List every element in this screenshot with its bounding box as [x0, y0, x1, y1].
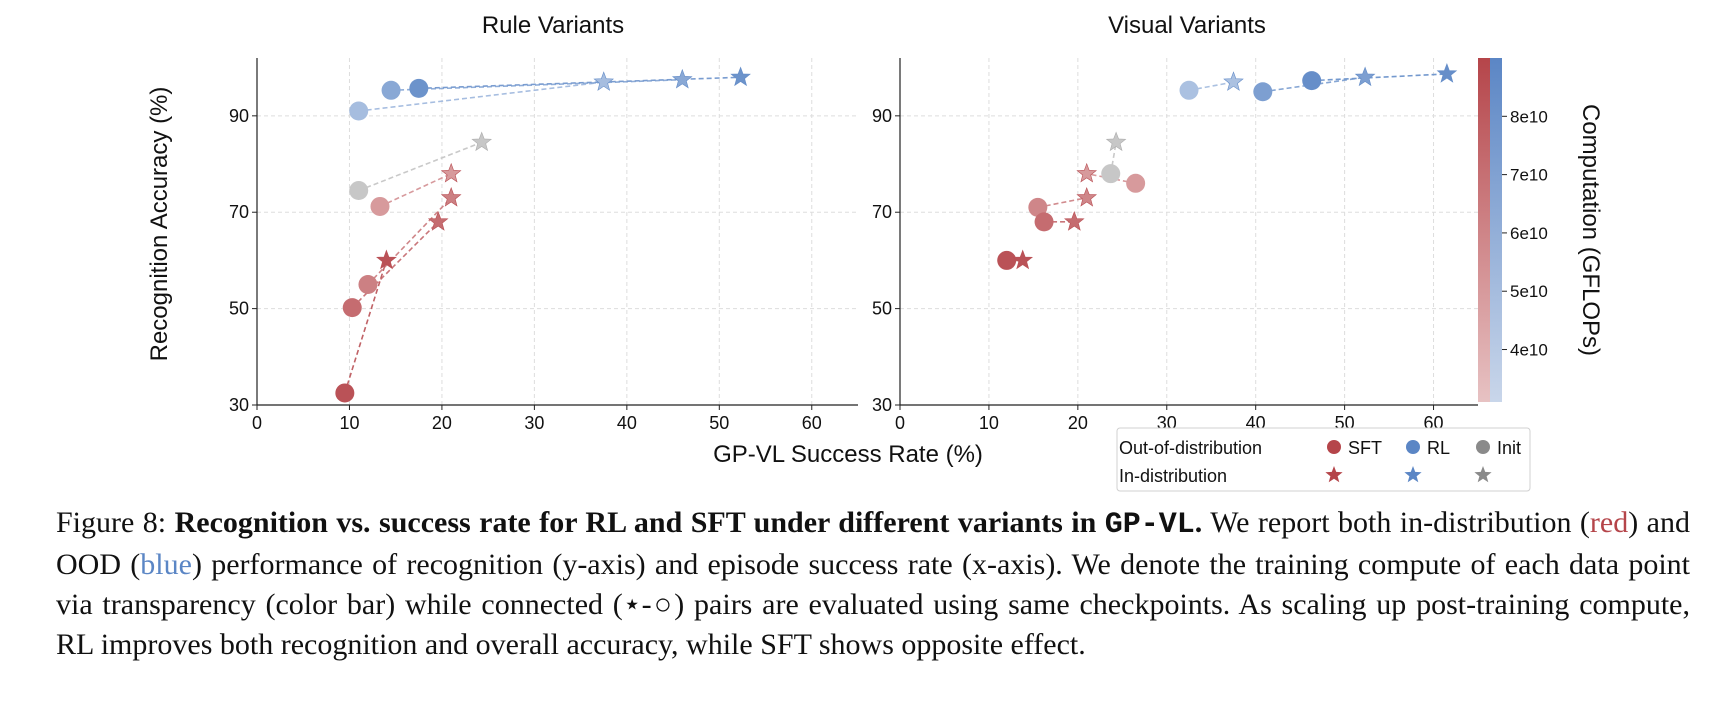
x-tick-label: 50	[709, 413, 729, 433]
sft-id-star	[440, 162, 462, 183]
y-tick-label: 90	[872, 106, 892, 126]
sft-ood-point	[1028, 197, 1048, 217]
panel-title: Visual Variants	[1108, 12, 1266, 39]
caption-text: We report both in-distribution (	[1210, 506, 1590, 539]
rl-ood-point	[409, 78, 429, 98]
pair-connector	[358, 141, 482, 192]
sft-ood-point	[358, 275, 378, 295]
legend-ood-label: Out-of-distribution	[1119, 438, 1262, 458]
x-tick-label: 30	[524, 413, 544, 433]
sft-ood-point	[1034, 212, 1054, 232]
init-ood-point	[349, 181, 369, 201]
legend-id-label: In-distribution	[1119, 466, 1227, 486]
colorbar-tick-label: 4e10	[1510, 341, 1548, 360]
colorbar-tick-label: 7e10	[1510, 166, 1548, 185]
pair-connector	[1311, 73, 1447, 82]
sft-ood-point	[342, 298, 362, 318]
blue-word: blue	[140, 548, 192, 581]
y-axis-label: Recognition Accuracy (%)	[146, 87, 173, 362]
sft-id-star	[1076, 162, 1098, 183]
sft-id-star	[1012, 249, 1034, 270]
legend-init-label: Init	[1497, 438, 1521, 458]
rl-id-star	[593, 71, 615, 91]
init-id-star	[471, 131, 493, 152]
caption-label: Figure 8:	[56, 506, 167, 539]
figure: Rule Variants 0 10 20 30 40 50 60 30 50 70 90 Visu…	[146, 12, 1604, 492]
y-tick-label: 90	[229, 106, 249, 126]
x-tick-label: 60	[802, 413, 822, 433]
sft-ood-point	[370, 196, 390, 216]
sft-ood-point	[997, 250, 1017, 270]
x-tick-label: 0	[252, 413, 262, 433]
caption-bold: Recognition vs. success rate for RL and …	[174, 506, 1203, 542]
rl-id-star	[1354, 66, 1376, 87]
pair-connector	[391, 78, 683, 92]
pair-connector	[367, 197, 452, 286]
pair-connector	[344, 260, 388, 394]
colorbar-tick-label: 8e10	[1510, 107, 1548, 126]
rule-variants-panel: Rule Variants 0 10 20 30 40 50 60 30 50 70 90	[229, 12, 858, 433]
sft-id-star	[376, 249, 397, 270]
legend-rl-star	[1404, 466, 1422, 483]
pair-connector	[379, 172, 452, 208]
rl-id-star	[730, 66, 751, 87]
legend-sft-marker	[1327, 440, 1341, 454]
pair-connector	[418, 76, 741, 90]
y-tick-label: 50	[872, 299, 892, 319]
colorbar-red	[1478, 58, 1490, 402]
y-tick-label: 70	[229, 202, 249, 222]
y-tick-label: 70	[872, 202, 892, 222]
legend-init-marker	[1476, 440, 1490, 454]
rl-ood-point	[1253, 82, 1273, 102]
colorbar: 4e10 5e10 6e10 7e10 8e10 Computation (GFLOPs…	[1478, 58, 1604, 402]
rl-ood-point	[1179, 80, 1199, 100]
figure-caption: Figure 8: Recognition vs. success rate f…	[56, 506, 1691, 661]
x-tick-label: 0	[895, 413, 905, 433]
sft-ood-point	[1126, 173, 1146, 193]
colorbar-label: Computation (GFLOPs)	[1577, 104, 1604, 356]
legend-init-star	[1474, 466, 1492, 483]
x-tick-label: 20	[432, 413, 452, 433]
sft-ood-point	[335, 383, 355, 403]
y-tick-label: 30	[872, 395, 892, 415]
rl-ood-point	[1302, 71, 1322, 91]
sft-id-star	[440, 186, 462, 207]
pair-connector	[358, 81, 604, 112]
colorbar-tick-label: 6e10	[1510, 224, 1548, 243]
legend-frame	[1116, 427, 1531, 492]
x-tick-label: 20	[1068, 413, 1088, 433]
rl-ood-point	[381, 80, 401, 100]
x-tick-label: 10	[339, 413, 359, 433]
pair-connector	[1109, 142, 1117, 174]
colorbar-tick-label: 5e10	[1510, 282, 1548, 301]
legend-sft-label: SFT	[1348, 438, 1382, 458]
x-axis-label: GP-VL Success Rate (%)	[713, 441, 983, 468]
sft-id-star	[1076, 186, 1098, 207]
legend-rl-marker	[1406, 440, 1420, 454]
sft-id-star	[1063, 211, 1085, 231]
env-name: GP-VL	[1104, 508, 1195, 542]
pair-symbol: ⋆-○	[622, 588, 675, 621]
pair-connector	[351, 221, 439, 309]
init-id-star	[1105, 131, 1127, 152]
x-tick-label: 40	[617, 413, 637, 433]
sft-id-star	[427, 211, 449, 231]
x-tick-label: 10	[979, 413, 999, 433]
red-word: red	[1589, 506, 1629, 539]
legend: Out-of-distribution In-distribution SFT …	[1116, 427, 1531, 492]
rl-id-star	[1436, 63, 1458, 83]
legend-rl-label: RL	[1427, 438, 1450, 458]
colorbar-blue	[1490, 58, 1502, 402]
legend-sft-star	[1325, 466, 1343, 483]
y-tick-label: 50	[229, 299, 249, 319]
init-ood-point	[1101, 164, 1121, 184]
panel-title: Rule Variants	[482, 12, 624, 39]
rl-id-star	[1223, 71, 1244, 91]
rl-ood-point	[349, 101, 369, 121]
y-tick-label: 30	[229, 395, 249, 415]
rl-id-star	[671, 68, 693, 89]
